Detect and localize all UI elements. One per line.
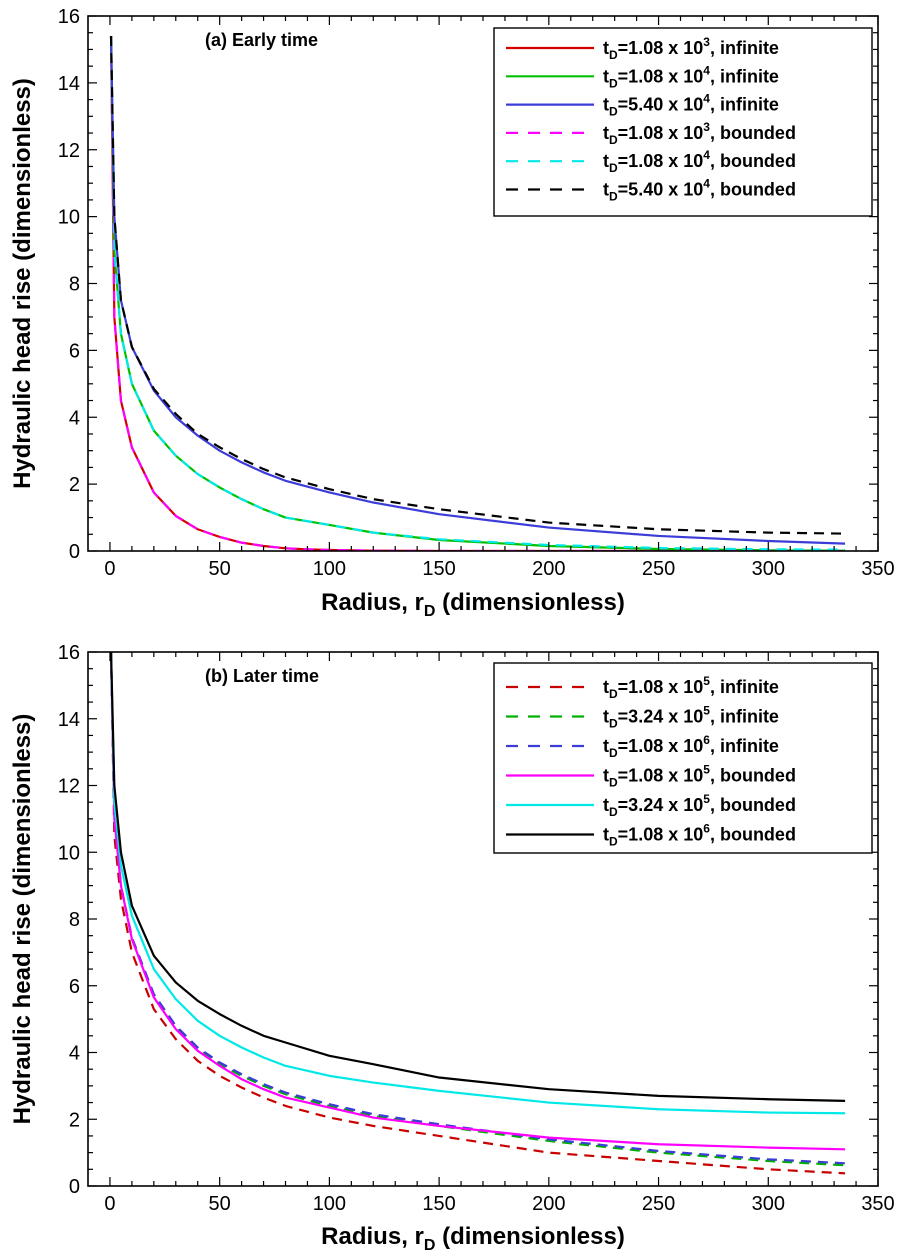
x-tick-label: 200 (532, 558, 565, 580)
series-line-5 (109, 652, 846, 1115)
legend-box (493, 27, 873, 217)
x-axis-label: Radius, rD (dimensionless) (321, 589, 625, 620)
panel-early-time: 0 50 100 150 200 250 300 350 0 2 4 6 8 10 12 14 16 Radius… (9, 6, 895, 620)
legend-entry-2: tD=1.08 x 104, infinite (603, 63, 779, 90)
x-tick-label: 100 (313, 558, 346, 580)
series-line-6 (109, 652, 846, 1102)
x-tick-label: 200 (532, 1193, 565, 1215)
y-tick-label: 16 (58, 642, 80, 664)
y-tick-label: 6 (69, 976, 80, 998)
legend-entry-1: tD=1.08 x 103, infinite (603, 35, 779, 62)
series-line-6 (109, 36, 846, 535)
panel-later-time: 0 50 100 150 200 250 300 350 0 2 4 6 8 10 12 14 16 Radius… (9, 642, 895, 1254)
series-line-3 (109, 36, 846, 545)
x-tick-label: 50 (209, 558, 231, 580)
x-tick-label: 250 (642, 1193, 675, 1215)
series-lines (109, 652, 846, 1175)
y-tick-label: 16 (58, 6, 80, 28)
legend-entry-6: tD=5.40 x 104, bounded (603, 177, 796, 204)
legend: tD=1.08 x 105, infinite tD=3.24 x 105, in… (493, 662, 873, 854)
legend-entry-3: tD=5.40 x 104, infinite (603, 92, 779, 119)
x-tick-label: 0 (104, 558, 115, 580)
y-tick-label: 8 (69, 909, 80, 931)
x-tick-label: 300 (752, 558, 785, 580)
y-axis-label: Hydraulic head rise (dimensionless) (9, 78, 36, 489)
y-tick-label: 4 (69, 1043, 80, 1065)
x-axis-label: Radius, rD (dimensionless) (321, 1223, 625, 1254)
x-tick-label: 350 (861, 558, 894, 580)
series-lines (109, 36, 846, 551)
x-tick-label: 250 (642, 558, 675, 580)
panel-title: (b) Later time (205, 666, 319, 686)
x-tick-label: 0 (104, 1193, 115, 1215)
x-tick-label: 300 (752, 1193, 785, 1215)
x-tick-label: 100 (313, 1193, 346, 1215)
y-tick-label: 6 (69, 340, 80, 362)
y-tick-label: 14 (58, 709, 80, 731)
legend-entry-2: tD=3.24 x 105, infinite (603, 704, 779, 731)
legend-entry-4: tD=1.08 x 103, bounded (603, 120, 796, 147)
legend-box (493, 662, 873, 854)
x-tick-label: 150 (422, 558, 455, 580)
legend-entry-4: tD=1.08 x 105, bounded (603, 763, 796, 790)
x-tick-label: 150 (422, 1193, 455, 1215)
y-tick-label: 14 (58, 73, 80, 95)
y-tick-label: 0 (69, 1176, 80, 1198)
series-line-4 (109, 652, 846, 1151)
y-tick-label: 0 (69, 541, 80, 563)
y-tick-label: 10 (58, 207, 80, 229)
series-line-5 (109, 36, 846, 551)
legend-entry-5: tD=3.24 x 105, bounded (603, 792, 796, 819)
series-line-1 (109, 652, 846, 1175)
legend-entry-3: tD=1.08 x 106, infinite (603, 733, 779, 760)
y-tick-label: 2 (69, 1109, 80, 1131)
series-line-4 (109, 36, 846, 551)
y-tick-label: 12 (58, 140, 80, 162)
y-tick-label: 12 (58, 776, 80, 798)
x-tick-label: 350 (861, 1193, 894, 1215)
panel-title: (a) Early time (205, 30, 318, 50)
legend-entry-1: tD=1.08 x 105, infinite (603, 674, 779, 701)
y-tick-label: 4 (69, 407, 80, 429)
y-tick-label: 2 (69, 474, 80, 496)
y-tick-label: 8 (69, 274, 80, 296)
x-tick-label: 50 (209, 1193, 231, 1215)
y-tick-label: 10 (58, 842, 80, 864)
legend-entry-5: tD=1.08 x 104, bounded (603, 148, 796, 175)
legend-entry-6: tD=1.08 x 106, bounded (603, 822, 796, 849)
y-axis-label: Hydraulic head rise (dimensionless) (9, 714, 36, 1125)
